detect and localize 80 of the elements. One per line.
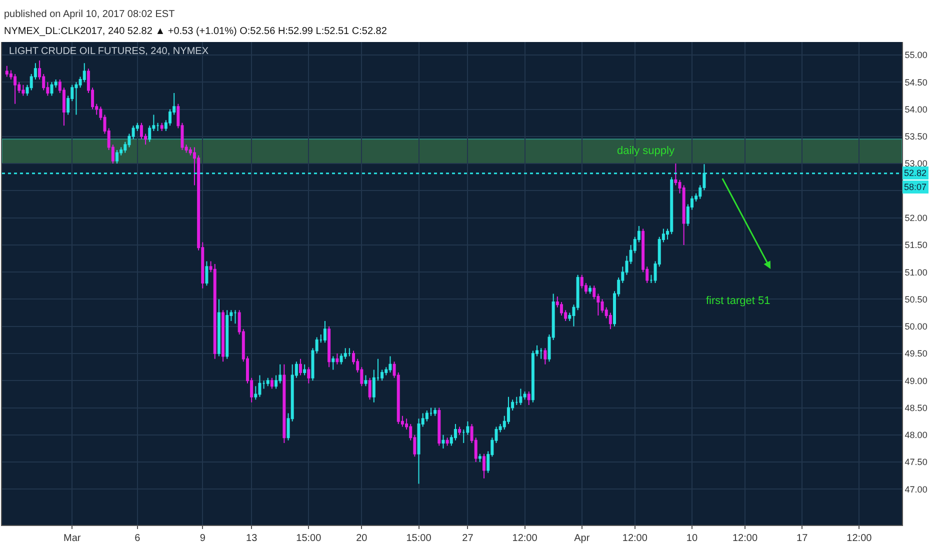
candlestick xyxy=(303,364,306,376)
x-tick-label: 20 xyxy=(356,533,368,544)
candlestick xyxy=(213,263,216,360)
candlestick xyxy=(368,377,372,400)
x-tick-label: 27 xyxy=(462,533,474,544)
x-tick-label: 15:00 xyxy=(296,533,322,544)
text: published on April 10, 2017 08:02 EST xyxy=(4,9,175,20)
candlestick xyxy=(332,356,335,370)
candlestick xyxy=(160,122,164,132)
candlestick xyxy=(519,388,522,406)
candlestick xyxy=(527,391,530,406)
candlestick xyxy=(270,377,274,390)
y-tick-label: 48.50 xyxy=(904,402,928,413)
y-tick-label: 51.00 xyxy=(904,267,928,278)
y-tick-label: 48.00 xyxy=(904,430,928,440)
x-tick-label: 12:00 xyxy=(622,533,648,544)
candlestick xyxy=(116,150,118,164)
x-tick-label: 9 xyxy=(200,533,206,544)
candlestick xyxy=(258,374,262,398)
candlestick xyxy=(348,348,351,357)
candlestick xyxy=(336,353,339,365)
chart-subtitle: NYMEX_DL:CLK2017, 240 52.82 ▲ +0.53 (+1.01%) O:52.56 H:52.99 L:52.51 C:52.82 xyxy=(4,26,388,37)
chart-title: LIGHT CRUDE OIL FUTURES, 240, NYMEX xyxy=(9,46,209,57)
candlestick xyxy=(5,65,8,78)
candlestick xyxy=(544,348,547,365)
x-tick-label: 12:00 xyxy=(846,533,872,544)
y-tick-label: 49.00 xyxy=(904,376,928,386)
candlestick xyxy=(650,274,653,284)
y-tick-label: 52.00 xyxy=(904,212,928,223)
candlestick xyxy=(50,82,54,96)
candlestick xyxy=(307,366,310,384)
x-tick-label: 6 xyxy=(134,533,141,544)
y-tick-label: 50.00 xyxy=(904,322,928,332)
candlestick xyxy=(482,453,486,479)
text: 58:07 xyxy=(904,182,927,192)
candlestick xyxy=(217,298,220,357)
candlestick xyxy=(266,377,270,387)
candlestick xyxy=(22,84,25,96)
x-tick-label: Mar xyxy=(64,533,82,544)
candlestick xyxy=(14,74,17,104)
candlestick xyxy=(442,434,445,449)
candlestick xyxy=(458,426,462,436)
y-tick-label: 50.50 xyxy=(904,294,928,304)
y-tick-label: 47.00 xyxy=(904,484,928,494)
x-tick-label: Apr xyxy=(574,533,590,544)
y-tick-label: 55.00 xyxy=(904,50,928,60)
candlestick xyxy=(434,407,437,416)
candlestick xyxy=(262,380,266,390)
y-tick-label: 53.00 xyxy=(904,158,928,169)
x-tick-label: 15:00 xyxy=(406,533,432,544)
annotation: first target 51 xyxy=(706,295,770,307)
x-tick-label: 12:00 xyxy=(732,533,758,544)
y-tick-label: 47.50 xyxy=(904,457,928,468)
candlestick xyxy=(222,310,225,362)
candlestick xyxy=(328,326,331,368)
candlestick xyxy=(282,364,286,444)
y-tick-label: 54.00 xyxy=(904,104,928,114)
band-label: daily supply xyxy=(617,145,675,157)
x-tick-label: 12:00 xyxy=(512,533,538,544)
y-tick-label: 51.50 xyxy=(904,240,928,250)
y-tick-label: 49.50 xyxy=(904,348,928,359)
candlestick xyxy=(234,310,237,324)
ref-line-label: 52.82 xyxy=(904,168,927,178)
y-tick-label: 54.50 xyxy=(904,77,928,88)
candlestick xyxy=(364,374,368,387)
candlestick xyxy=(323,320,326,344)
candlestick xyxy=(540,348,543,360)
x-tick-label: 17 xyxy=(796,533,808,544)
candlestick xyxy=(446,437,449,446)
candlestick xyxy=(205,260,208,286)
candlestick xyxy=(156,122,160,132)
candlestick xyxy=(299,358,302,376)
candlestick xyxy=(388,356,392,373)
y-tick-label: 53.50 xyxy=(904,132,928,142)
x-tick-label: 13 xyxy=(246,533,258,544)
candlestick xyxy=(588,285,592,294)
candlestick xyxy=(478,453,482,463)
x-tick-label: 10 xyxy=(686,533,698,544)
candlestick xyxy=(438,407,441,446)
candlestick xyxy=(226,310,229,360)
